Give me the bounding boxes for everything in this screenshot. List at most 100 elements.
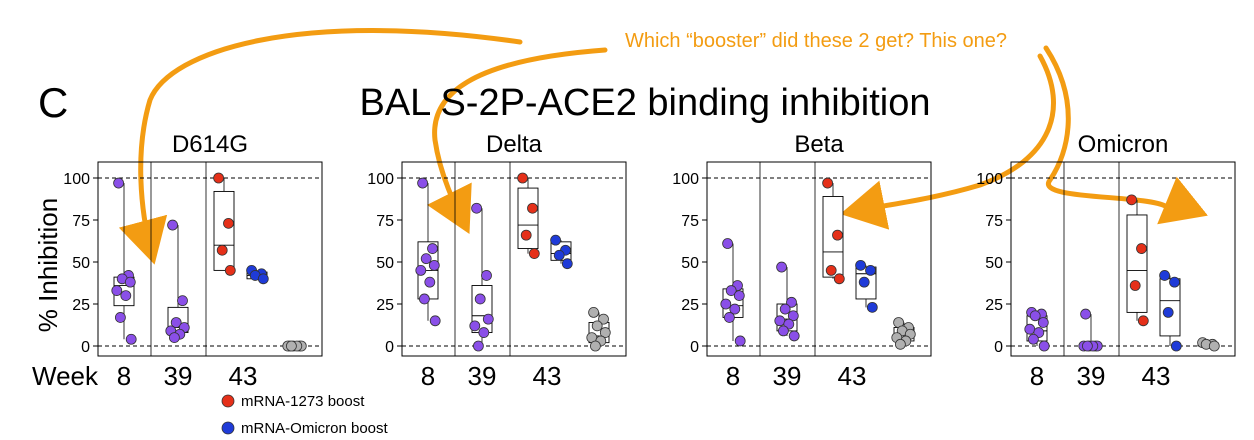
y-tick-label: 25 xyxy=(72,297,90,314)
data-point xyxy=(429,315,441,327)
annotation-text: Which “booster” did these 2 get? This on… xyxy=(625,30,1007,52)
group-naive-week-8 xyxy=(1024,306,1050,352)
data-point xyxy=(216,244,228,256)
data-point xyxy=(113,177,124,189)
legend-marker-mrna-omicron xyxy=(221,421,235,435)
y-tick-label: 0 xyxy=(690,339,699,356)
data-point xyxy=(895,338,906,350)
y-tick-label: 25 xyxy=(681,297,699,314)
group-mrna-omicron-week-43 xyxy=(1159,270,1182,352)
data-point xyxy=(724,312,735,323)
data-point xyxy=(420,253,432,265)
group-naive-week-39 xyxy=(165,219,190,344)
y-tick-label: 25 xyxy=(376,297,394,314)
panel-frame xyxy=(706,161,932,357)
data-point xyxy=(779,303,791,315)
group-naive-week-39 xyxy=(774,261,800,342)
data-point xyxy=(481,270,492,281)
data-point xyxy=(561,258,573,270)
week-tick-label: 8 xyxy=(421,361,435,391)
week-tick-label: 43 xyxy=(838,361,867,391)
data-point xyxy=(120,290,132,302)
week-tick-label: 39 xyxy=(773,361,802,391)
data-point xyxy=(1037,317,1049,328)
y-tick-label: 100 xyxy=(976,171,1003,188)
data-point xyxy=(177,295,188,307)
data-point xyxy=(517,172,528,184)
data-point xyxy=(1082,340,1093,352)
data-point xyxy=(167,219,179,231)
data-point xyxy=(1169,276,1180,288)
group-naive-week-8 xyxy=(720,238,746,347)
group-mrna-1273-week-43 xyxy=(517,172,540,260)
legend-label-mrna-1273: mRNA-1273 boost xyxy=(241,393,365,410)
data-point xyxy=(1162,306,1174,318)
data-point xyxy=(474,293,486,305)
chart-panels: D614G 0 25 50 75 100 8 39 43 Delta 0 25 50 75 100 8 39 43… xyxy=(63,131,1236,391)
panel-delta: Delta 0 25 50 75 100 8 39 43 xyxy=(367,131,627,391)
data-point xyxy=(125,333,137,345)
data-point xyxy=(257,273,269,285)
data-point xyxy=(855,259,866,271)
data-point xyxy=(776,261,787,273)
y-axis-label: % Inhibition xyxy=(33,198,63,332)
y-tick-label: 50 xyxy=(681,255,699,272)
data-point xyxy=(115,312,126,323)
group-mrna-1273-week-43 xyxy=(822,177,845,285)
panel-frame xyxy=(97,161,323,357)
panel-title-beta: Beta xyxy=(794,131,844,158)
data-point xyxy=(1038,340,1050,352)
week-label: Week xyxy=(32,361,99,391)
y-tick-label: 75 xyxy=(985,213,1003,230)
data-point xyxy=(424,276,436,288)
panel-omicron: Omicron 0 25 50 75 100 8 39 43 xyxy=(976,131,1236,391)
data-point xyxy=(1129,280,1141,291)
data-point xyxy=(168,332,180,344)
data-point xyxy=(550,234,561,246)
week-tick-label: 39 xyxy=(164,361,193,391)
data-point xyxy=(1137,315,1149,327)
week-tick-label: 39 xyxy=(468,361,497,391)
data-point xyxy=(553,249,565,261)
week-tick-label: 43 xyxy=(533,361,562,391)
data-point xyxy=(788,330,800,342)
annotation-arrow-omicron-curve xyxy=(1043,45,1208,225)
group-naive-week-8 xyxy=(111,177,137,345)
data-point xyxy=(599,327,611,338)
data-point xyxy=(734,335,746,347)
panel-frame xyxy=(1010,161,1236,357)
data-point xyxy=(478,327,490,338)
data-point xyxy=(720,298,732,310)
annotation-arrow-delta xyxy=(426,47,608,234)
data-point xyxy=(1029,310,1041,322)
data-point xyxy=(1136,243,1147,254)
data-point xyxy=(469,320,481,332)
group-mrna-1273-week-43 xyxy=(213,172,236,276)
panel-title-omicron: Omicron xyxy=(1078,131,1169,158)
legend-item-mrna-omicron: mRNA-Omicron boost xyxy=(221,420,389,437)
data-point xyxy=(866,301,878,313)
data-point xyxy=(598,313,609,325)
data-point xyxy=(285,340,297,352)
data-point xyxy=(778,325,789,337)
figure-title: BAL S-2P-ACE2 binding inhibition xyxy=(359,82,930,124)
panel-beta: Beta 0 25 50 75 100 8 39 43 xyxy=(672,131,932,391)
week-tick-label: 43 xyxy=(229,361,258,391)
panel-frame xyxy=(401,161,627,357)
panel-letter: C xyxy=(38,79,68,126)
y-tick-label: 0 xyxy=(81,339,90,356)
data-point xyxy=(428,259,440,271)
panel-title-delta: Delta xyxy=(486,131,543,158)
annotation-arrow-d614g xyxy=(118,28,523,265)
data-point xyxy=(471,202,483,214)
data-point xyxy=(417,177,429,189)
data-point xyxy=(787,310,799,322)
data-point xyxy=(472,340,484,352)
data-point xyxy=(427,243,438,254)
data-point xyxy=(822,177,833,189)
data-point xyxy=(729,303,741,315)
data-point xyxy=(528,248,540,260)
data-point xyxy=(590,340,601,352)
legend-marker-mrna-1273 xyxy=(221,394,235,408)
data-point xyxy=(527,202,538,214)
